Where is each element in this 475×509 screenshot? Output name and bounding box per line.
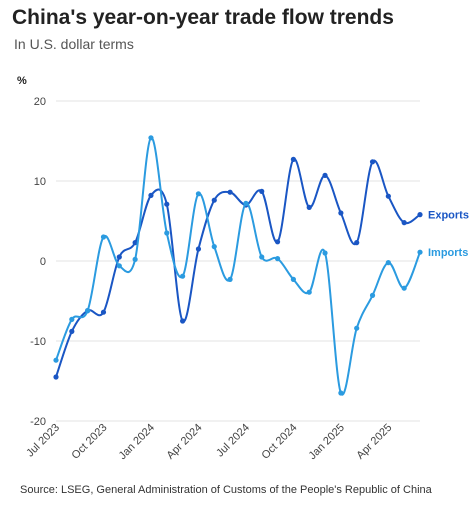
series-imports: Imports xyxy=(53,135,468,396)
imports-point xyxy=(211,244,217,250)
exports-point xyxy=(132,240,138,246)
imports-point xyxy=(69,316,75,322)
x-tick-label: Oct 2024 xyxy=(259,422,299,462)
y-tick-label: -10 xyxy=(30,336,46,348)
imports-point xyxy=(132,256,138,262)
exports-point xyxy=(322,172,328,178)
exports-point xyxy=(290,156,296,162)
y-tick-label: 20 xyxy=(34,96,46,108)
x-tick-label: Apr 2025 xyxy=(354,422,394,462)
exports-point xyxy=(274,239,281,245)
imports-point xyxy=(369,292,376,298)
imports-point xyxy=(180,273,186,279)
x-tick-label: Oct 2023 xyxy=(70,422,110,462)
imports-point xyxy=(85,308,91,314)
exports-point xyxy=(100,309,107,315)
y-tick-label: 10 xyxy=(34,176,46,188)
exports-point xyxy=(259,188,265,194)
imports-point xyxy=(306,289,312,295)
x-tick-label: Jul 2024 xyxy=(214,422,252,460)
series-exports: Exports xyxy=(53,156,469,380)
chart-title: China's year-on-year trade flow trends xyxy=(12,6,394,29)
exports-point xyxy=(369,159,376,165)
y-axis-unit: % xyxy=(17,75,27,87)
imports-point xyxy=(322,250,328,256)
exports-point xyxy=(338,210,344,216)
exports-point xyxy=(401,220,407,226)
imports-point xyxy=(290,276,296,282)
imports-point xyxy=(164,230,170,236)
exports-point xyxy=(180,318,186,324)
exports-point xyxy=(53,374,59,380)
x-tick-label: Jan 2025 xyxy=(306,422,346,462)
exports-point xyxy=(116,254,122,260)
x-tick-label: Jan 2024 xyxy=(117,422,157,462)
imports-point xyxy=(195,191,202,197)
exports-point xyxy=(385,193,391,199)
imports-point xyxy=(259,254,265,260)
imports-point xyxy=(53,357,59,363)
source-note: Source: LSEG, General Administration of … xyxy=(20,484,432,496)
chart-subtitle: In U.S. dollar terms xyxy=(14,36,134,52)
imports-point xyxy=(243,200,249,206)
y-tick-label: -20 xyxy=(30,416,46,428)
imports-point xyxy=(227,276,233,282)
imports-point xyxy=(100,234,107,240)
exports-point xyxy=(69,328,75,334)
imports-point xyxy=(354,325,360,331)
imports-point xyxy=(148,135,154,141)
exports-point xyxy=(354,240,360,246)
imports-line xyxy=(55,136,421,396)
imports-point xyxy=(385,260,391,266)
imports-point xyxy=(338,390,344,396)
exports-point xyxy=(306,204,312,210)
y-axis-ticks: 20 10 0 -10 -20 xyxy=(30,96,46,428)
series-group: Exports Imports xyxy=(53,135,469,396)
y-tick-label: 0 xyxy=(40,256,46,268)
exports-point xyxy=(164,201,170,207)
exports-label: Exports xyxy=(428,210,469,222)
imports-point xyxy=(417,249,423,255)
exports-point xyxy=(211,197,217,203)
exports-point xyxy=(227,189,233,195)
imports-point xyxy=(116,263,122,269)
exports-point xyxy=(148,192,154,198)
imports-label: Imports xyxy=(428,247,468,259)
exports-point xyxy=(195,246,202,252)
x-axis-ticks: Jul 2023 Oct 2023 Jan 2024 Apr 2024 Jul 2024… xyxy=(24,422,394,462)
imports-point xyxy=(274,256,281,262)
exports-line xyxy=(55,158,421,378)
x-tick-label: Apr 2024 xyxy=(164,422,204,462)
exports-point xyxy=(417,212,423,218)
gridlines xyxy=(56,100,420,422)
imports-point xyxy=(401,285,407,291)
